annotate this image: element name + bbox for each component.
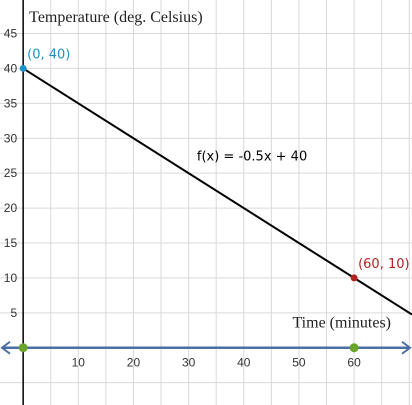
- x-tick-label: 30: [182, 356, 196, 370]
- y-tick-label: 30: [4, 131, 18, 145]
- y-tick-label: 40: [4, 61, 18, 75]
- x-tick-label: 20: [127, 356, 141, 370]
- y-tick-label: 5: [10, 306, 17, 320]
- data-point-label: (0, 40): [27, 47, 70, 62]
- x-tick-label: 50: [292, 356, 306, 370]
- data-point-label: (60, 10): [358, 257, 410, 272]
- points: (0, 40) (60, 10): [18, 47, 410, 353]
- x-tick-label: 10: [72, 356, 86, 370]
- series-line: [22, 67, 412, 316]
- data-point: [19, 64, 27, 72]
- y-tick-label: 20: [4, 201, 18, 215]
- labels: Temperature (deg. Celsius) Time (minutes…: [29, 9, 391, 332]
- y-tick-label: 15: [4, 236, 18, 250]
- x-tick-label: 40: [237, 356, 251, 370]
- y-axis-title: Temperature (deg. Celsius): [29, 9, 202, 26]
- x-axis-title: Time (minutes): [292, 315, 391, 332]
- y-tick-label: 25: [4, 166, 18, 180]
- tick-labels: 10 20 30 40 50 60 5 10 15 20 25 30 35 40 45: [4, 27, 361, 370]
- function-label: f(x) = -0.5x + 40: [197, 150, 307, 165]
- x-tick-label: 60: [347, 356, 361, 370]
- x-axis-left-arrow: [0, 340, 11, 355]
- y-tick-label: 35: [4, 96, 18, 110]
- axis-marker-point: [18, 343, 28, 353]
- y-tick-label: 45: [4, 27, 18, 41]
- axis-marker-point: [349, 343, 359, 353]
- series: [22, 67, 412, 316]
- x-axis-right-arrow: [401, 340, 412, 355]
- y-tick-label: 10: [4, 271, 18, 285]
- data-point: [350, 274, 358, 282]
